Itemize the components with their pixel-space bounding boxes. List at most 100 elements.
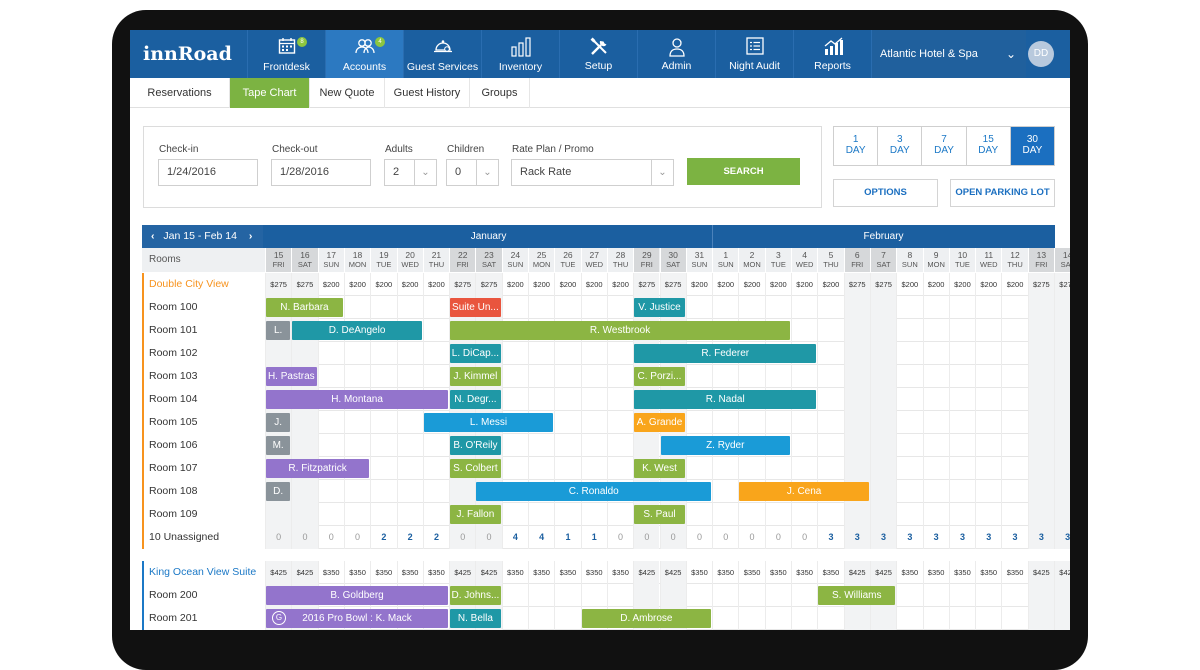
reservation-bar[interactable]: H. Montana	[266, 390, 449, 409]
day-cell[interactable]	[1001, 342, 1027, 365]
day-cell[interactable]	[975, 342, 1001, 365]
day-cell[interactable]	[1001, 319, 1027, 342]
reservation-bar[interactable]: R. Westbrook	[450, 321, 790, 340]
day-cell[interactable]	[422, 480, 449, 503]
day-cell[interactable]	[843, 503, 870, 526]
day-cell[interactable]	[817, 342, 843, 365]
tab-tape-chart[interactable]: Tape Chart	[230, 78, 310, 108]
day-cell[interactable]	[1001, 411, 1027, 434]
day-cell[interactable]	[896, 607, 922, 630]
reservation-bar[interactable]: R. Federer	[634, 344, 817, 363]
day-range-7-button[interactable]: 7 DAY	[922, 127, 967, 165]
day-cell[interactable]	[580, 365, 607, 388]
day-cell[interactable]	[712, 365, 738, 388]
day-cell[interactable]	[922, 411, 949, 434]
day-cell[interactable]	[501, 584, 528, 607]
day-cell[interactable]	[370, 434, 396, 457]
day-cell[interactable]	[528, 584, 554, 607]
reservation-bar[interactable]: D. DeAngelo	[292, 321, 422, 340]
day-cell[interactable]	[580, 388, 607, 411]
day-cell[interactable]	[606, 411, 633, 434]
day-cell[interactable]	[712, 584, 738, 607]
day-cell[interactable]	[422, 296, 449, 319]
day-cell[interactable]	[869, 607, 897, 630]
day-cell[interactable]	[343, 365, 370, 388]
day-cell[interactable]	[948, 584, 975, 607]
day-cell[interactable]	[1027, 342, 1054, 365]
day-cell[interactable]	[554, 411, 580, 434]
tab-reservations[interactable]: Reservations	[130, 78, 230, 108]
day-cell[interactable]	[975, 388, 1001, 411]
day-cell[interactable]	[896, 411, 922, 434]
children-select[interactable]: 0 ⌄	[446, 159, 499, 186]
tab-new-quote[interactable]: New Quote	[310, 78, 385, 108]
day-cell[interactable]	[843, 607, 870, 630]
day-cell[interactable]	[948, 365, 975, 388]
day-cell[interactable]	[422, 411, 449, 434]
day-cell[interactable]	[791, 365, 817, 388]
day-cell[interactable]	[948, 296, 975, 319]
day-cell[interactable]	[1001, 503, 1027, 526]
day-cell[interactable]	[922, 503, 949, 526]
reservation-bar[interactable]: J. Cena	[739, 482, 869, 501]
day-cell[interactable]	[554, 365, 580, 388]
day-cell[interactable]	[896, 296, 922, 319]
day-cell[interactable]	[370, 296, 396, 319]
day-cell[interactable]	[975, 411, 1001, 434]
day-cell[interactable]	[528, 342, 554, 365]
day-cell[interactable]	[554, 342, 580, 365]
day-cell[interactable]	[1054, 480, 1070, 503]
day-cell[interactable]	[869, 296, 897, 319]
day-cell[interactable]	[685, 365, 712, 388]
day-cell[interactable]	[343, 434, 370, 457]
day-cell[interactable]	[1001, 434, 1027, 457]
day-cell[interactable]	[1001, 296, 1027, 319]
day-cell[interactable]	[659, 584, 686, 607]
day-cell[interactable]	[343, 296, 370, 319]
day-cell[interactable]	[975, 296, 1001, 319]
reservation-bar[interactable]: N. Barbara	[266, 298, 343, 317]
day-cell[interactable]	[764, 296, 791, 319]
rateplan-select[interactable]: Rack Rate ⌄	[511, 159, 674, 186]
reservation-bar[interactable]: G 2016 Pro Bowl : K. Mack	[266, 609, 449, 628]
day-cell[interactable]	[922, 584, 949, 607]
day-cell[interactable]	[422, 365, 449, 388]
day-cell[interactable]	[396, 480, 423, 503]
day-cell[interactable]	[528, 607, 554, 630]
day-cell[interactable]	[869, 411, 897, 434]
day-cell[interactable]	[554, 296, 580, 319]
day-cell[interactable]	[738, 503, 764, 526]
reservation-bar[interactable]: J.	[266, 413, 291, 432]
reservation-bar[interactable]: S. Paul	[634, 505, 685, 524]
day-cell[interactable]	[738, 584, 764, 607]
reservation-bar[interactable]: J. Kimmel	[450, 367, 501, 386]
day-cell[interactable]	[975, 503, 1001, 526]
day-cell[interactable]	[922, 457, 949, 480]
day-cell[interactable]	[501, 342, 528, 365]
day-cell[interactable]	[791, 319, 817, 342]
day-cell[interactable]	[975, 434, 1001, 457]
day-cell[interactable]	[633, 434, 660, 457]
nav-admin[interactable]: Admin	[637, 30, 715, 78]
day-cell[interactable]	[396, 342, 423, 365]
day-cell[interactable]	[843, 342, 870, 365]
day-cell[interactable]	[948, 503, 975, 526]
day-cell[interactable]	[869, 503, 897, 526]
day-cell[interactable]	[922, 388, 949, 411]
day-cell[interactable]	[1027, 365, 1054, 388]
day-cell[interactable]	[528, 388, 554, 411]
day-cell[interactable]	[869, 342, 897, 365]
day-cell[interactable]	[317, 365, 344, 388]
day-cell[interactable]	[922, 607, 949, 630]
reservation-bar[interactable]: H. Pastras	[266, 367, 317, 386]
day-cell[interactable]	[528, 457, 554, 480]
day-cell[interactable]	[817, 434, 843, 457]
day-cell[interactable]	[791, 457, 817, 480]
day-cell[interactable]	[291, 411, 318, 434]
day-cell[interactable]	[948, 480, 975, 503]
avatar[interactable]: DD	[1028, 41, 1054, 67]
day-cell[interactable]	[1054, 457, 1070, 480]
day-cell[interactable]	[580, 296, 607, 319]
day-cell[interactable]	[975, 319, 1001, 342]
day-cell[interactable]	[422, 434, 449, 457]
